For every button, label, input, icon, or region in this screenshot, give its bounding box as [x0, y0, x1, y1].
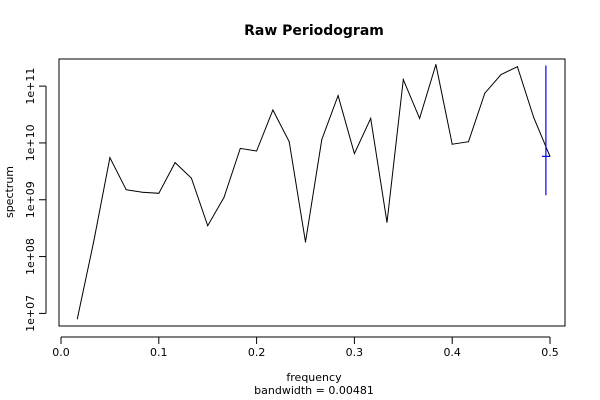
x-tick-label: 0.4	[443, 346, 461, 359]
spectrum-point	[484, 92, 486, 94]
spectrum-point	[419, 117, 421, 119]
spectrum-point	[125, 189, 127, 191]
spectrum-point	[141, 191, 143, 193]
spectrum-point	[288, 141, 290, 143]
spectrum-point	[435, 64, 437, 66]
y-tick-label: 1e+09	[24, 181, 37, 218]
spectrum-point	[516, 66, 518, 68]
spectrum-point	[468, 141, 470, 143]
spectrum-point	[500, 74, 502, 76]
y-axis: 1e+07 1e+08 1e+09 1e+10 1e+11	[24, 68, 47, 332]
x-tick-label: 0.1	[150, 346, 168, 359]
y-axis-label: spectrum	[3, 166, 16, 218]
spectrum-point	[337, 95, 339, 97]
spectrum-point	[207, 225, 209, 227]
spectrum-point	[256, 150, 258, 152]
y-tick-label: 1e+07	[24, 295, 37, 332]
spectrum-point	[386, 221, 388, 223]
bandwidth-label: bandwidth = 0.00481	[254, 384, 374, 397]
y-tick-label: 1e+08	[24, 238, 37, 275]
x-tick-label: 0.3	[346, 346, 364, 359]
spectrum-point	[190, 177, 192, 179]
spectrum-point	[239, 147, 241, 149]
spectrum-point	[174, 162, 176, 164]
spectrum-point	[451, 143, 453, 145]
spectrum-line	[76, 64, 551, 320]
spectrum-point	[370, 117, 372, 119]
x-tick-label: 0.0	[52, 346, 70, 359]
x-tick-label: 0.5	[541, 346, 559, 359]
y-tick-label: 1e+11	[24, 68, 37, 105]
spectrum-point	[76, 318, 78, 320]
spectrum-point	[533, 117, 535, 119]
spectrum-point	[93, 241, 95, 243]
spectrum-point	[321, 138, 323, 140]
plot-frame	[58, 58, 566, 327]
x-axis-label: frequency	[286, 371, 342, 384]
spectrum-point	[272, 109, 274, 111]
plot-area	[76, 64, 551, 320]
spectrum-point	[402, 79, 404, 81]
y-tick-label: 1e+10	[24, 124, 37, 161]
x-tick-label: 0.2	[248, 346, 266, 359]
spectrum-point	[158, 192, 160, 194]
spectrum-point	[223, 196, 225, 198]
x-axis: 0.0 0.1 0.2 0.3 0.4 0.5	[52, 336, 559, 359]
spectrum-point	[109, 157, 111, 159]
chart-title: Raw Periodogram	[244, 23, 384, 39]
spectrum-point	[353, 153, 355, 155]
spectrum-point	[305, 241, 306, 243]
